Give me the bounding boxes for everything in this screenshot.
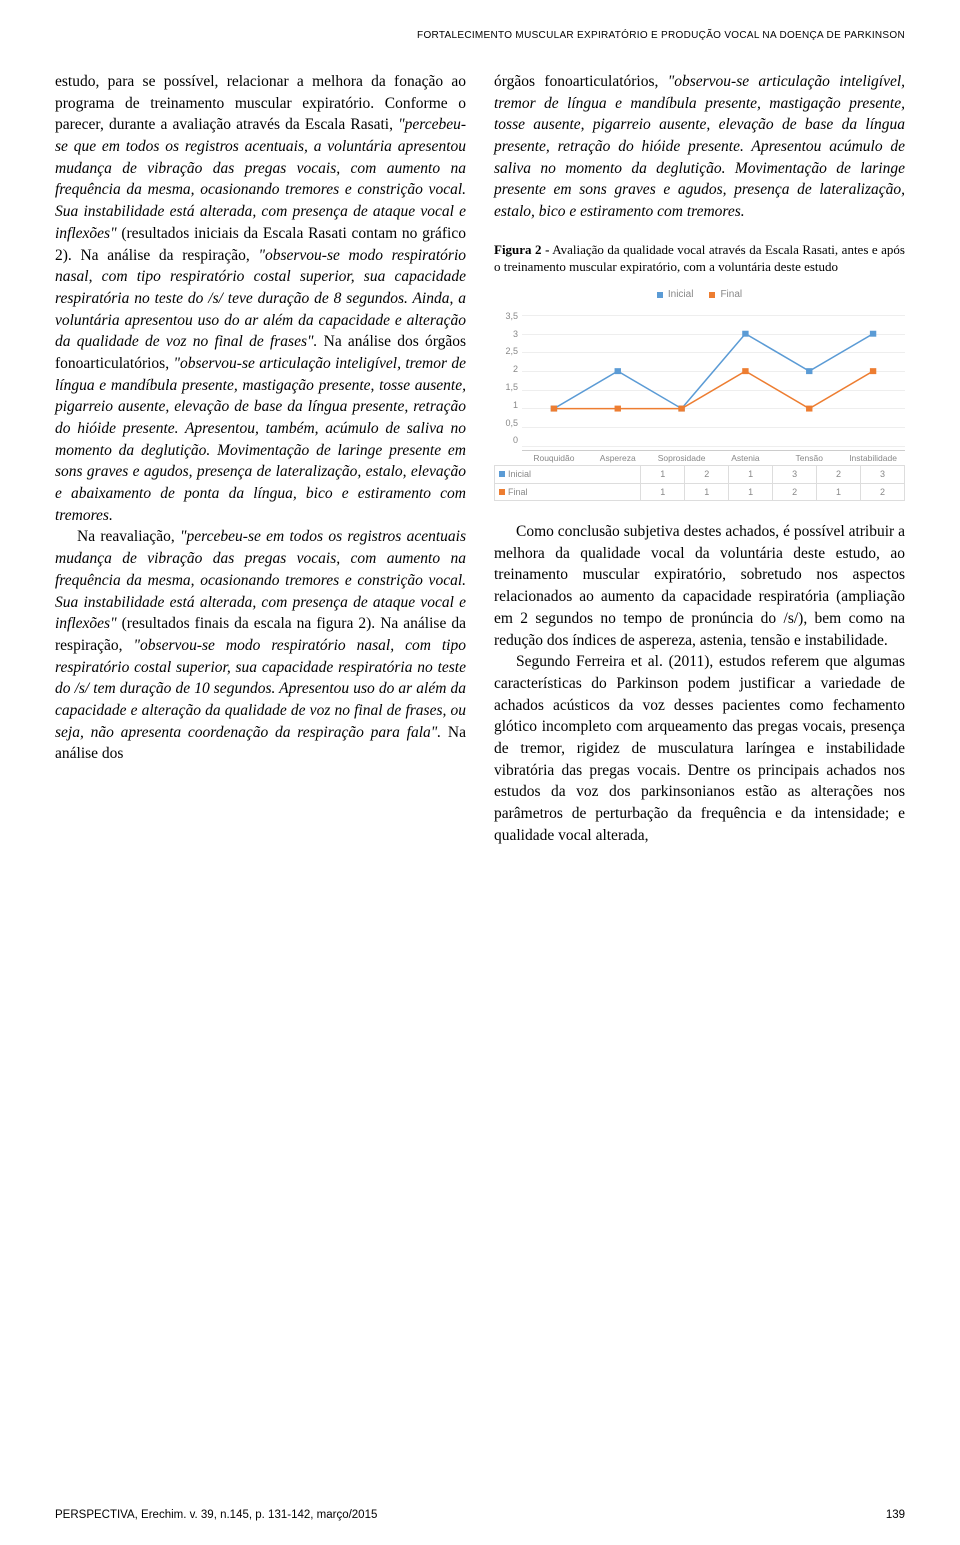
chart-container: Inicial Final 3,532,521,510,50 Rouquidão… — [494, 288, 905, 501]
italic-text: "observou-se articulação inteligível, tr… — [494, 73, 905, 220]
running-header: FORTALECIMENTO MUSCULAR EXPIRATÓRIO E PR… — [55, 30, 905, 41]
italic-text: "observou-se articulação inteligível, tr… — [55, 355, 466, 524]
swatch-icon — [657, 292, 663, 298]
figure-label: Figura 2 - — [494, 242, 549, 257]
right-column: órgãos fonoarticulatórios, "observou-se … — [494, 71, 905, 846]
paragraph: estudo, para se possível, relacionar a m… — [55, 71, 466, 526]
footer-citation: PERSPECTIVA, Erechim. v. 39, n.145, p. 1… — [55, 1509, 377, 1521]
left-column: estudo, para se possível, relacionar a m… — [55, 71, 466, 846]
paragraph: Na reavaliação, "percebeu-se em todos os… — [55, 526, 466, 765]
page-footer: PERSPECTIVA, Erechim. v. 39, n.145, p. 1… — [55, 1509, 905, 1521]
italic-text: "percebeu-se que em todos os registros a… — [55, 116, 466, 241]
legend-item-final: Final — [709, 288, 742, 302]
x-axis: RouquidãoAsperezaSoprosidadeAsteniaTensã… — [522, 450, 905, 465]
page-number: 139 — [886, 1509, 905, 1521]
paragraph: órgãos fonoarticulatórios, "observou-se … — [494, 71, 905, 223]
figure-caption: Figura 2 - Avaliação da qualidade vocal … — [494, 241, 905, 276]
legend-item-inicial: Inicial — [657, 288, 694, 302]
content-columns: estudo, para se possível, relacionar a m… — [55, 71, 905, 846]
chart-lines — [522, 315, 905, 446]
legend-label: Final — [720, 288, 742, 302]
figure-caption-text: Avaliação da qualidade vocal através da … — [494, 242, 905, 275]
text: órgãos fonoarticulatórios, — [494, 73, 668, 90]
y-axis: 3,532,521,510,50 — [494, 310, 518, 447]
text: Na reavaliação, — [77, 528, 180, 545]
legend-label: Inicial — [668, 288, 694, 302]
plot-surface — [522, 315, 905, 447]
paragraph: Segundo Ferreira et al. (2011), estudos … — [494, 651, 905, 846]
chart-data-table: Inicial121323Final111212 — [494, 465, 905, 501]
chart-plot-area: 3,532,521,510,50 RouquidãoAsperezaSopros… — [494, 310, 905, 465]
swatch-icon — [709, 292, 715, 298]
chart-legend: Inicial Final — [494, 288, 905, 302]
paragraph: Como conclusão subjetiva destes achados,… — [494, 521, 905, 651]
